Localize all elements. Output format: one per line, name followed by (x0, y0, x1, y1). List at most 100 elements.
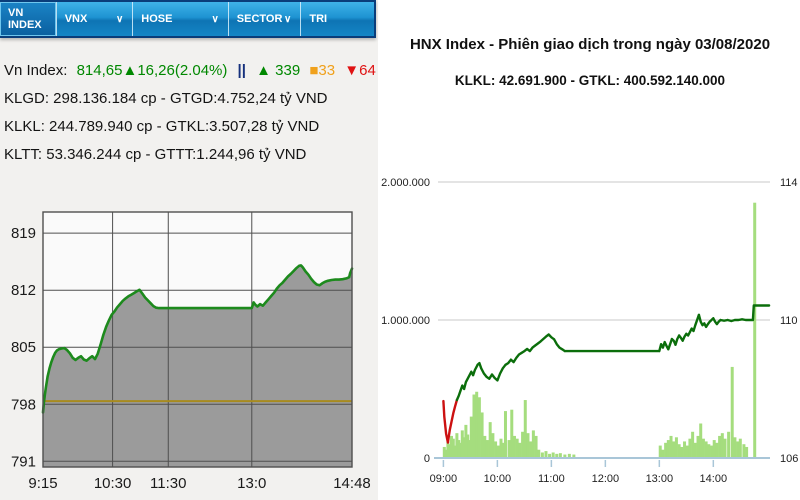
tab-vn-index[interactable]: VN INDEX (0, 2, 57, 36)
chevron-down-icon: ∨ (115, 13, 124, 25)
svg-text:11:30: 11:30 (150, 475, 186, 492)
hnx-chart-title: HNX Index - Phiên giao dịch trong ngày 0… (409, 36, 771, 53)
volume-bar (507, 440, 511, 458)
volume-bar (710, 445, 714, 458)
hnx-price-line-down (442, 398, 459, 444)
volume-bar (475, 391, 479, 458)
volume-bar (672, 441, 676, 458)
volume-bar (558, 453, 562, 458)
volume-bar (680, 446, 684, 458)
index-name-label: Vn Index: (4, 62, 68, 79)
tab-vnx[interactable]: VNX ∨ (57, 2, 134, 36)
volume-bar (496, 445, 500, 458)
volume-bar (658, 445, 662, 458)
volume-bar (491, 433, 495, 458)
volume-bar (669, 435, 673, 458)
volume-bar (664, 442, 668, 458)
volume-bar (691, 431, 695, 458)
volume-bar (666, 440, 670, 458)
volume-bar (499, 438, 503, 458)
volume-bar (563, 454, 567, 458)
volume-bar (715, 442, 719, 458)
vn-area-fill (43, 265, 352, 467)
market-tabs-bar: VN INDEX VNX ∨ HOSE ∨ SECTOR ∨ TRI (0, 0, 376, 38)
volume-bar (529, 441, 533, 458)
svg-text:106: 106 (780, 453, 798, 465)
volume-bar (688, 438, 692, 458)
advancers-count: 339 (275, 62, 301, 79)
volume-bar (485, 440, 489, 458)
volume-bar (472, 394, 476, 458)
volume-bar (503, 411, 507, 458)
tab-label: VN INDEX (8, 7, 42, 31)
volume-bar (742, 444, 746, 458)
svg-text:110: 110 (780, 315, 798, 327)
vn-index-chart: 819 812 805 798 791 9:15 10:30 11:30 13:0 14:48 (11, 211, 371, 492)
hnx-chart-subtitle: KLKL: 42.691.900 - GTKL: 400.592.140.000 (454, 73, 726, 88)
index-summary: Vn Index: 814,65▲16,26(2.04%) || ▲ 339 ■… (4, 57, 376, 169)
volume-bar (502, 442, 506, 458)
volume-bar (540, 452, 544, 458)
volume-bar (733, 437, 737, 458)
tab-label: HOSE (141, 13, 173, 25)
svg-text:13:0: 13:0 (237, 475, 266, 492)
volume-bar (477, 397, 481, 458)
svg-text:0: 0 (424, 453, 430, 465)
tab-sector[interactable]: SECTOR ∨ (229, 2, 302, 36)
volume-bar (488, 422, 492, 458)
volume-bar (480, 412, 484, 458)
tab-tri[interactable]: TRI (301, 2, 374, 36)
volume-bar (727, 431, 731, 458)
volume-bar (745, 446, 749, 458)
volume-bar (453, 445, 457, 458)
volume-bar (494, 441, 498, 458)
volume-bar (518, 442, 522, 458)
volume-bar (718, 435, 722, 458)
volume-bar (467, 440, 471, 458)
vn-price-line (41, 264, 354, 414)
svg-text:798: 798 (11, 396, 36, 413)
svg-text:14:48: 14:48 (333, 475, 371, 492)
tab-label: TRI (309, 13, 328, 25)
svg-text:13:00: 13:00 (646, 473, 674, 485)
tab-hose[interactable]: HOSE ∨ (133, 2, 229, 36)
volume-bar (448, 444, 452, 458)
volume-bar (523, 400, 527, 458)
unchanged-square-icon: ■ (309, 62, 319, 79)
volume-bar (455, 433, 459, 458)
volume-bar (466, 434, 470, 458)
volume-bar (701, 438, 705, 458)
index-value: 814,65 (76, 62, 123, 79)
svg-text:14:00: 14:00 (700, 473, 728, 485)
volume-bar (458, 442, 462, 458)
volume-bar (753, 202, 757, 458)
volume-bar (683, 441, 687, 458)
chevron-down-icon: ∨ (284, 13, 292, 25)
hnx-index-chart: 114 110 106 2.000.000 1.000.000 009:00 10:00 11… (381, 177, 798, 485)
svg-text:819: 819 (11, 225, 36, 242)
volume-bar (548, 453, 552, 458)
tab-label: SECTOR (236, 13, 283, 25)
volume-bar (469, 416, 473, 458)
volume-bar (534, 435, 538, 458)
volume-row-klgd: KLGD: 298.136.184 cp - GTGD:4.752,24 tỷ … (4, 90, 328, 107)
volume-bar (444, 449, 448, 458)
svg-text:10:30: 10:30 (94, 475, 132, 492)
volume-bar (537, 449, 541, 458)
svg-text:805: 805 (11, 339, 36, 356)
volume-bar (567, 453, 571, 458)
index-change: 16,26(2.04%) (137, 62, 228, 79)
svg-text:114: 114 (780, 177, 798, 189)
volume-bar (723, 438, 727, 458)
volume-bar (738, 438, 742, 458)
volume-bar (521, 431, 525, 458)
volume-bar (736, 441, 740, 458)
volume-bar (464, 424, 468, 458)
svg-text:12:00: 12:00 (592, 473, 620, 485)
volume-row-klkl: KLKL: 244.789.940 cp - GTKL:3.507,28 tỷ … (4, 118, 320, 135)
volume-bar (661, 449, 665, 458)
volume-bar (696, 435, 700, 458)
volume-bar (442, 446, 446, 458)
index-headline: Vn Index: 814,65▲16,26(2.04%) || ▲ 339 ■… (4, 57, 376, 85)
